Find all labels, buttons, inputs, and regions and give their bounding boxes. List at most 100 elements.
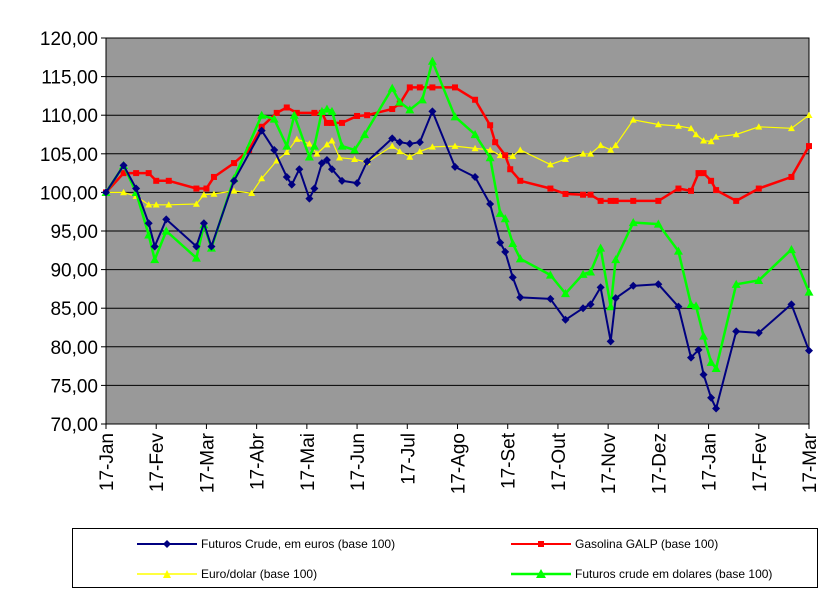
data-point	[713, 187, 720, 194]
data-point	[305, 140, 313, 147]
data-point	[699, 370, 708, 379]
data-point	[273, 157, 281, 164]
data-point	[587, 150, 595, 157]
data-point	[472, 96, 479, 103]
data-point	[754, 275, 764, 285]
data-point	[317, 106, 327, 115]
legend-swatch-series-2	[137, 570, 197, 578]
data-point	[210, 173, 217, 180]
data-point	[364, 112, 371, 119]
y-axis: 70,00 75,00 80,00 85,00 90,00 95,00 100,00 105,…	[40, 29, 106, 436]
data-point	[360, 130, 370, 139]
data-point	[350, 145, 360, 154]
data-point	[516, 293, 525, 302]
data-point	[203, 185, 210, 192]
data-point	[485, 153, 495, 162]
data-point	[508, 238, 518, 247]
data-point	[508, 273, 517, 282]
data-point	[561, 155, 569, 163]
y-tick-label: 105,00	[40, 145, 98, 166]
data-point	[144, 230, 154, 239]
data-point	[387, 83, 397, 92]
data-point	[694, 345, 703, 354]
data-point	[428, 107, 437, 116]
x-tick-label: 17-Mar	[197, 432, 218, 493]
data-point	[335, 154, 343, 161]
data-point	[282, 172, 291, 181]
data-point	[692, 131, 700, 138]
data-point	[192, 200, 200, 207]
data-point	[353, 179, 362, 188]
data-point	[210, 190, 218, 197]
y-tick-label: 75,00	[50, 376, 98, 397]
series-3	[101, 56, 814, 373]
data-point	[687, 187, 694, 194]
data-point	[339, 119, 346, 126]
data-point	[707, 393, 716, 402]
data-point	[102, 188, 110, 197]
data-point	[389, 106, 396, 113]
data-point	[586, 267, 596, 276]
data-point	[328, 137, 336, 144]
data-point	[612, 197, 619, 204]
data-point	[675, 185, 682, 192]
data-point	[313, 150, 321, 157]
data-point	[257, 110, 267, 119]
y-tick-label: 115,00	[41, 68, 98, 89]
data-point	[120, 188, 128, 196]
data-point	[450, 112, 460, 121]
data-point	[153, 177, 160, 184]
data-point	[295, 165, 304, 174]
data-point	[471, 144, 479, 152]
data-point	[755, 123, 763, 130]
data-point	[486, 199, 495, 208]
data-point	[282, 141, 292, 150]
data-point	[451, 84, 458, 91]
data-point	[586, 300, 595, 309]
data-point	[388, 134, 397, 143]
data-point	[429, 84, 436, 91]
legend-item-series-0: Futuros Crude, em euros (base 100)	[137, 537, 395, 551]
data-point	[754, 328, 763, 337]
x-tick-label: 17-Dez	[649, 433, 670, 494]
data-point	[337, 141, 347, 150]
data-point	[515, 254, 525, 263]
data-point	[327, 106, 337, 115]
data-point	[707, 137, 715, 145]
data-point	[150, 242, 159, 251]
data-point	[516, 146, 524, 153]
data-point	[673, 246, 683, 255]
data-point	[596, 283, 605, 292]
data-point	[674, 302, 683, 311]
data-point	[700, 170, 707, 177]
x-tick-label: 17-Jul	[398, 433, 419, 485]
data-point	[579, 304, 588, 313]
series-1	[103, 84, 812, 204]
data-point	[712, 133, 720, 140]
data-point	[712, 404, 721, 413]
data-point	[451, 142, 459, 149]
data-point	[492, 139, 499, 146]
y-tick-label: 90,00	[50, 261, 98, 282]
data-point	[502, 152, 509, 159]
y-tick-label: 120,00	[40, 29, 98, 50]
data-point	[607, 197, 614, 204]
data-point	[415, 138, 424, 147]
series-0	[102, 107, 813, 413]
data-point	[547, 185, 554, 192]
data-point	[695, 170, 702, 177]
series-group	[101, 56, 814, 413]
x-tick-label: 17-Abr	[248, 432, 269, 490]
data-point	[327, 165, 336, 174]
data-point	[395, 138, 404, 147]
data-point	[396, 147, 404, 155]
data-point	[161, 226, 171, 235]
data-point	[145, 201, 153, 208]
data-point	[654, 120, 662, 128]
data-point	[338, 176, 347, 185]
data-point	[805, 111, 813, 118]
legend-swatch-series-1	[511, 541, 571, 547]
data-point	[500, 214, 510, 223]
data-point	[165, 201, 173, 208]
data-point	[629, 281, 638, 290]
